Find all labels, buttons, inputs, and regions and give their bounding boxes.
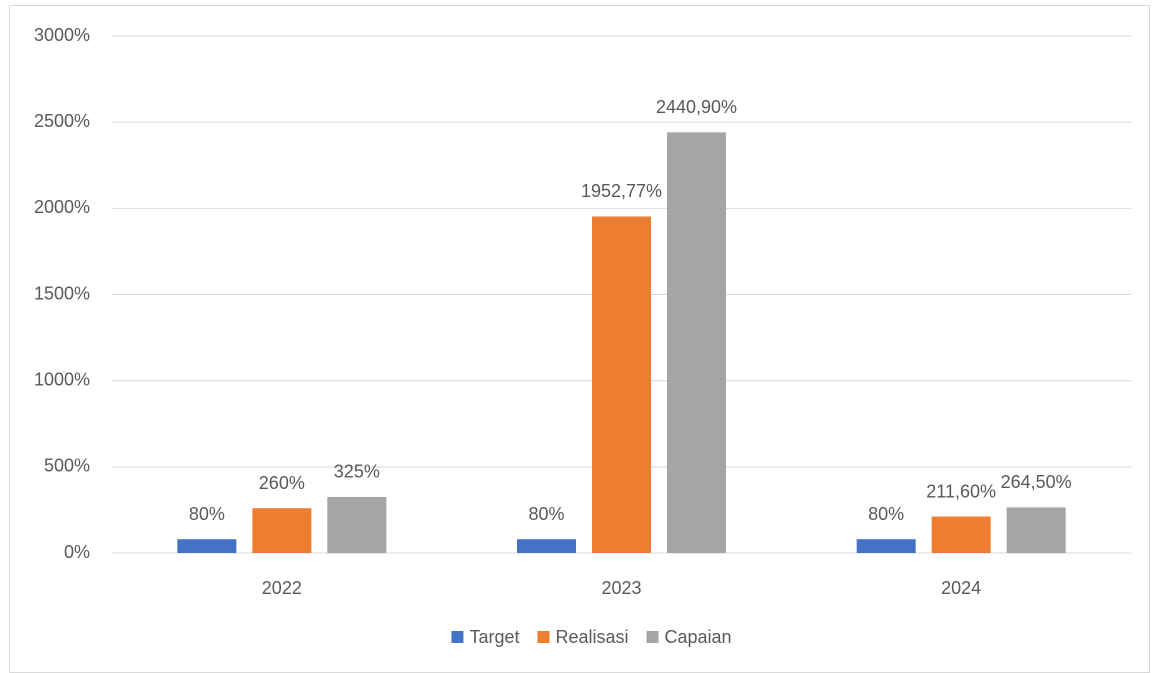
legend-label: Target bbox=[469, 627, 519, 647]
y-tick-label: 1500% bbox=[34, 283, 90, 303]
x-tick-label: 2024 bbox=[941, 578, 981, 598]
bar bbox=[177, 539, 237, 553]
legend-swatch bbox=[537, 631, 550, 643]
data-label: 325% bbox=[334, 462, 380, 482]
x-tick-label: 2023 bbox=[601, 578, 641, 598]
legend-swatch bbox=[451, 631, 464, 643]
bar bbox=[517, 539, 576, 553]
data-label: 80% bbox=[528, 504, 564, 524]
bar bbox=[592, 216, 651, 553]
y-tick-label: 500% bbox=[44, 456, 90, 476]
data-label: 1952,77% bbox=[581, 181, 662, 201]
data-label: 80% bbox=[189, 504, 225, 524]
data-label: 260% bbox=[259, 473, 305, 493]
bar bbox=[856, 539, 916, 553]
y-tick-label: 2000% bbox=[34, 197, 90, 217]
legend-label: Capaian bbox=[665, 627, 732, 647]
data-label: 211,60% bbox=[926, 481, 996, 501]
x-tick-label: 2022 bbox=[262, 578, 302, 598]
bar bbox=[1006, 507, 1066, 553]
y-tick-label: 2500% bbox=[34, 111, 90, 131]
bar bbox=[252, 508, 312, 553]
data-label: 80% bbox=[868, 504, 904, 524]
y-tick-label: 3000% bbox=[34, 25, 90, 45]
y-tick-label: 1000% bbox=[34, 369, 90, 389]
chart-border bbox=[9, 5, 1150, 673]
bar bbox=[667, 132, 726, 553]
bar bbox=[327, 496, 387, 553]
legend-label: Realisasi bbox=[555, 627, 628, 647]
legend-swatch bbox=[646, 631, 659, 643]
y-tick-label: 0% bbox=[64, 542, 90, 562]
bar bbox=[931, 516, 991, 553]
data-label: 2440,90% bbox=[656, 97, 737, 117]
data-label: 264,50% bbox=[1001, 472, 1072, 492]
